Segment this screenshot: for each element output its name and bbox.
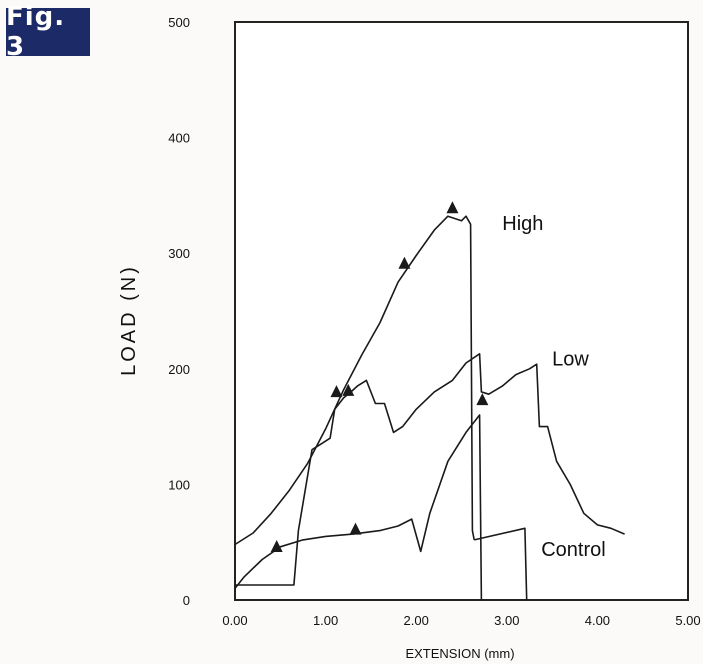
marker-triangle-high: [398, 256, 411, 269]
marker-triangle-control: [270, 539, 283, 552]
series-line-low: [235, 353, 625, 586]
plot-area: [234, 21, 689, 601]
marker-triangle-low: [330, 385, 343, 398]
x-axis-label: EXTENSION (mm): [405, 646, 514, 661]
series-lines: [234, 215, 625, 601]
series-labels: High Low Control: [502, 213, 605, 561]
marker-triangle-high: [446, 201, 459, 214]
series-label-control: Control: [541, 539, 605, 561]
marker-triangle-low: [476, 393, 489, 406]
series-label-high: High: [502, 213, 543, 235]
marker-triangle-low: [342, 383, 355, 396]
y-tick-label: 100: [168, 477, 190, 492]
x-tick-label: 5.00: [675, 613, 700, 628]
y-axis-ticks: 0 100 200 300 400 500: [168, 15, 190, 608]
marker-triangle-control: [349, 522, 362, 535]
y-tick-label: 0: [183, 593, 190, 608]
y-tick-label: 500: [168, 15, 190, 30]
y-axis-label: LOAD (N): [118, 264, 140, 376]
x-tick-label: 2.00: [404, 613, 429, 628]
x-tick-label: 1.00: [313, 613, 338, 628]
y-tick-label: 300: [168, 246, 190, 261]
y-tick-label: 400: [168, 131, 190, 146]
series-markers: [270, 201, 489, 552]
series-line-control: [234, 414, 483, 601]
series-line-high: [234, 215, 475, 546]
series-label-low: Low: [552, 348, 589, 370]
x-axis-ticks: 0.00 1.00 2.00 3.00 4.00 5.00: [222, 613, 700, 628]
x-tick-label: 4.00: [585, 613, 610, 628]
y-tick-label: 200: [168, 362, 190, 377]
series-line-segment: [474, 527, 528, 601]
x-tick-label: 0.00: [222, 613, 247, 628]
x-tick-label: 3.00: [494, 613, 519, 628]
